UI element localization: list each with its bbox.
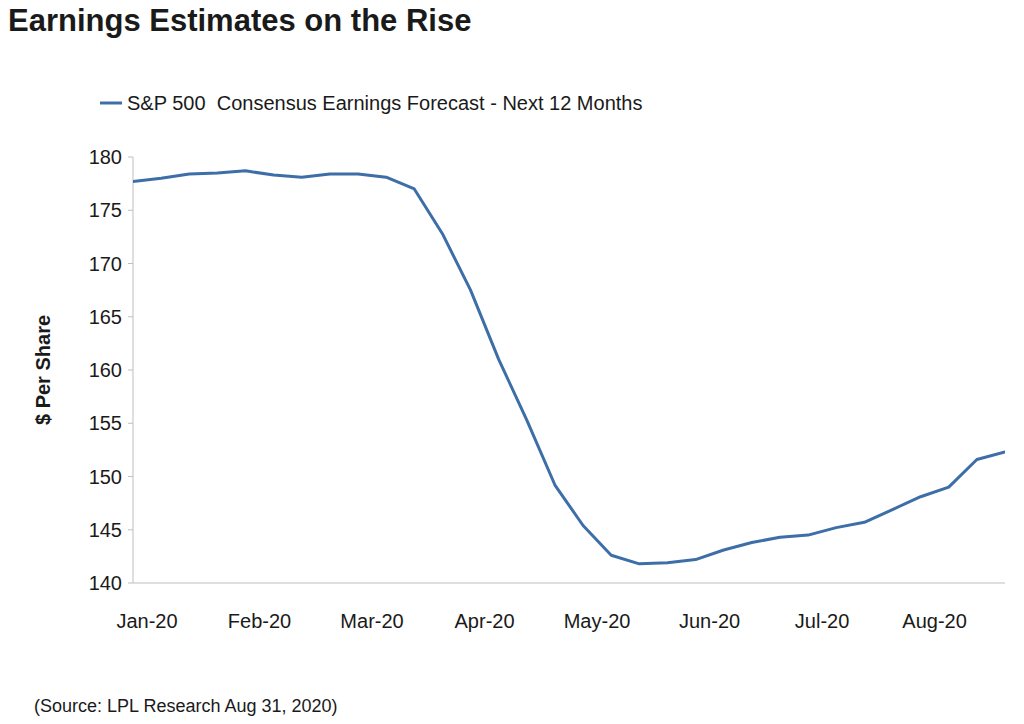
y-tick-label: 150 xyxy=(89,466,122,488)
legend-swatch xyxy=(100,102,122,105)
x-tick-label: Feb-20 xyxy=(228,610,291,632)
x-tick-label: Jun-20 xyxy=(679,610,740,632)
source: (Source: LPL Research Aug 31, 2020) xyxy=(34,696,338,716)
legend-label: S&P 500 Consensus Earnings Forecast - Ne… xyxy=(127,92,642,114)
y-tick-label: 180 xyxy=(89,146,122,168)
x-tick-label: Jan-20 xyxy=(116,610,177,632)
y-tick xyxy=(128,423,133,424)
y-tick-label: 160 xyxy=(89,359,122,381)
title: Earnings Estimates on the Rise xyxy=(8,3,471,38)
y-tick-label: 140 xyxy=(89,572,122,594)
y-tick xyxy=(128,210,133,211)
y-tick-label: 155 xyxy=(89,412,122,434)
y-tick xyxy=(128,263,133,264)
y-tick-label: 170 xyxy=(89,253,122,275)
plot-area xyxy=(133,171,1005,564)
y-tick xyxy=(128,157,133,158)
y-tick-label: 165 xyxy=(89,306,122,328)
y-tick xyxy=(128,316,133,317)
x-tick-label: Jul-20 xyxy=(795,610,849,632)
line xyxy=(133,171,1005,564)
chart: Earnings Estimates on the Rise S&P 500 Co… xyxy=(0,0,1024,724)
y-tick-label: 145 xyxy=(89,519,122,541)
x-tick-label: May-20 xyxy=(564,610,631,632)
y-tick xyxy=(128,370,133,371)
x-tick-label: Apr-20 xyxy=(455,610,515,632)
x-tick-label: Mar-20 xyxy=(340,610,403,632)
y-tick xyxy=(128,476,133,477)
y-tick xyxy=(128,529,133,530)
y-tick xyxy=(128,583,133,584)
x-axis-line xyxy=(133,583,1005,584)
y-axis-label: $ Per Share xyxy=(32,315,54,425)
y-tick-label: 175 xyxy=(89,199,122,221)
x-tick-label: Aug-20 xyxy=(902,610,967,632)
